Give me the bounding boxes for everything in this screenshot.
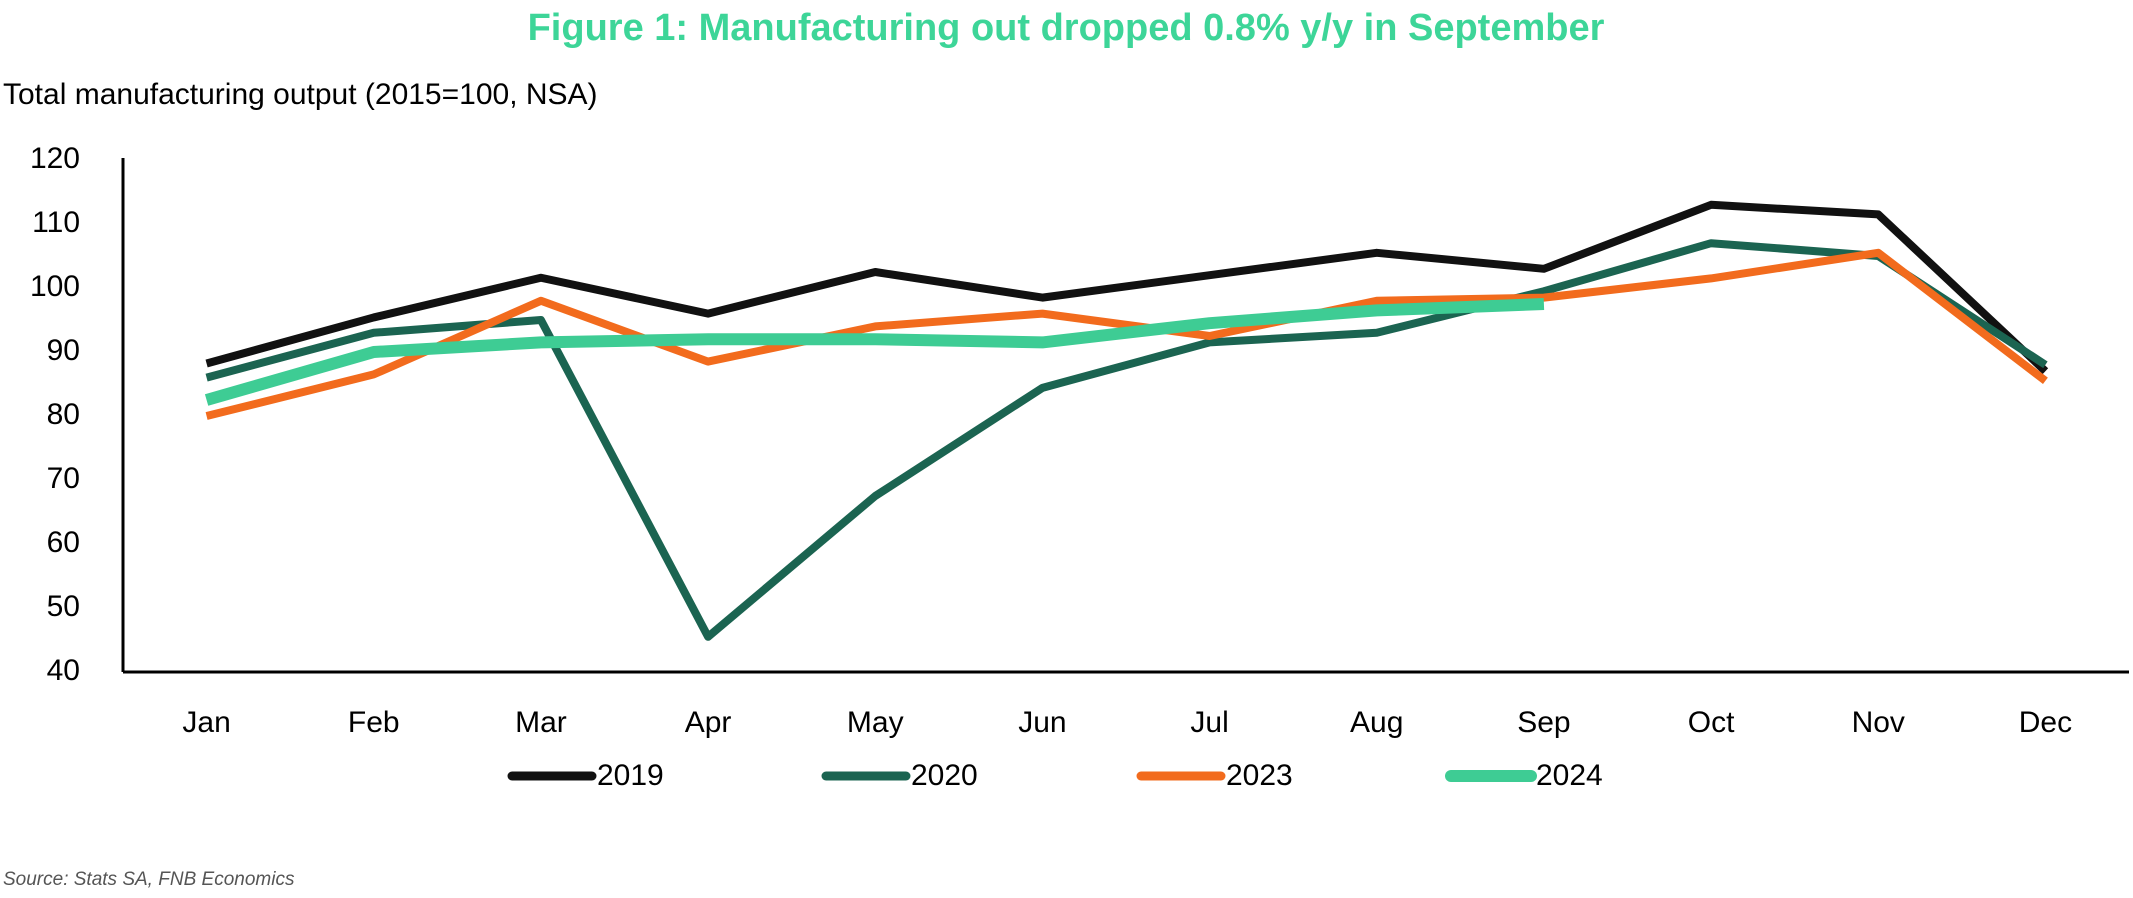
x-tick-label: Jan (182, 706, 230, 739)
x-tick-label: Jul (1190, 706, 1228, 739)
y-tick-label: 70 (47, 462, 80, 495)
y-tick-label: 50 (47, 590, 80, 623)
y-tick-label: 110 (32, 206, 80, 239)
chart-title: Figure 1: Manufacturing out dropped 0.8%… (528, 7, 1605, 49)
x-tick-label: Oct (1688, 706, 1735, 739)
x-tick-label: Sep (1517, 706, 1570, 739)
y-tick-label: 40 (47, 654, 80, 687)
series-line (204, 298, 1545, 406)
y-tick-label: 80 (47, 398, 80, 431)
y-tick-label: 120 (30, 142, 80, 175)
y-tick-label: 60 (47, 526, 80, 559)
x-tick-label: Apr (685, 706, 732, 739)
x-tick-label: Feb (348, 706, 400, 739)
x-tick-label: May (847, 706, 904, 739)
x-tick-label: Dec (2019, 706, 2072, 739)
series-line (205, 239, 2048, 641)
series-line (205, 248, 2048, 420)
source-note: Source: Stats SA, FNB Economics (3, 869, 295, 890)
y-tick-label: 100 (30, 270, 80, 303)
x-tick-label: Mar (515, 706, 567, 739)
legend-label: 2024 (1536, 759, 1603, 792)
x-tick-label: Jun (1018, 706, 1066, 739)
x-tick-label: Nov (1852, 706, 1905, 739)
y-axis-title: Total manufacturing output (2015=100, NS… (3, 78, 598, 111)
x-tick-label: Aug (1350, 706, 1403, 739)
legend-label: 2023 (1226, 759, 1293, 792)
series-line (205, 200, 2049, 375)
y-tick-label: 90 (47, 334, 80, 367)
legend-label: 2019 (597, 759, 664, 792)
legend-label: 2020 (911, 759, 978, 792)
